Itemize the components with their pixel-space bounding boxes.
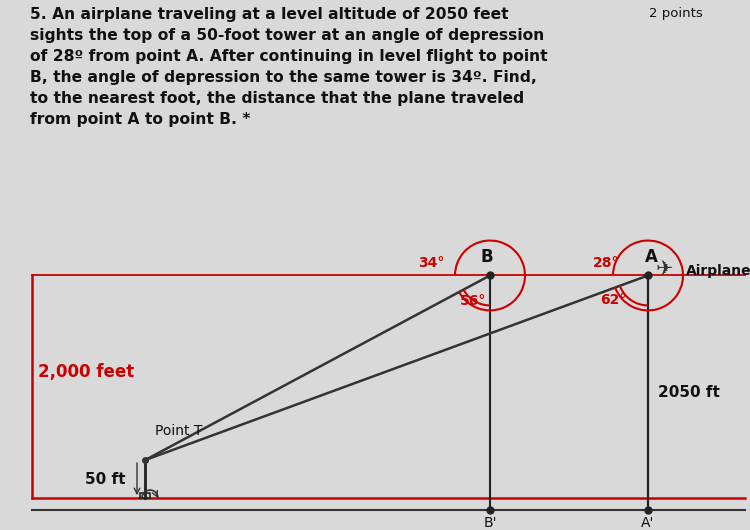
Text: A: A	[644, 249, 658, 267]
Text: 62°: 62°	[600, 294, 626, 307]
Text: B: B	[481, 249, 494, 267]
Text: 2,000 feet: 2,000 feet	[38, 363, 134, 381]
Text: Point T: Point T	[155, 424, 203, 438]
Text: 5. An airplane traveling at a level altitude of 2050 feet
sights the top of a 50: 5. An airplane traveling at a level alti…	[30, 7, 548, 127]
Text: A': A'	[641, 516, 655, 530]
Text: Airplane: Airplane	[686, 264, 750, 278]
Text: 50 ft: 50 ft	[85, 472, 125, 487]
Text: 28°: 28°	[593, 257, 619, 270]
Text: ✈: ✈	[656, 260, 674, 279]
Text: B': B'	[483, 516, 496, 530]
Text: 56°: 56°	[460, 295, 486, 308]
Text: 2050 ft: 2050 ft	[658, 385, 720, 400]
Text: 2 points: 2 points	[649, 7, 703, 20]
Text: 34°: 34°	[418, 257, 444, 270]
